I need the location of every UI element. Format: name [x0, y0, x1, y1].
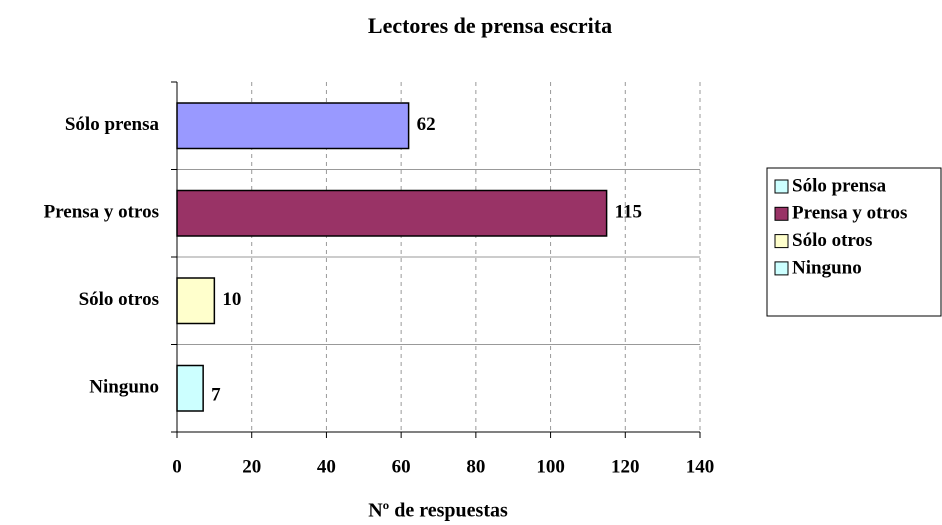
x-tick-label: 0 — [172, 456, 182, 477]
x-tick-label: 140 — [686, 456, 715, 477]
y-tick-label: Sólo otros — [79, 289, 159, 310]
legend-swatch — [774, 261, 789, 276]
x-axis-title: Nº de respuestas — [368, 500, 508, 522]
y-tick-label: Ninguno — [89, 377, 159, 398]
legend-label: Sólo prensa — [792, 175, 887, 196]
legend-label: Sólo otros — [792, 230, 872, 251]
value-label: 62 — [417, 114, 436, 135]
x-tick-label: 20 — [242, 456, 261, 477]
x-tick-label: 40 — [317, 456, 336, 477]
value-label: 10 — [222, 289, 241, 310]
x-tick-label: 120 — [611, 456, 640, 477]
legend-swatch — [774, 234, 789, 249]
chart-title: Lectores de prensa escrita — [368, 13, 612, 38]
legend-swatch — [774, 179, 789, 194]
legend-label: Prensa y otros — [792, 203, 907, 224]
x-tick-label: 80 — [466, 456, 485, 477]
bar — [176, 102, 410, 150]
y-tick-label: Prensa y otros — [44, 202, 159, 223]
x-tick-label: 100 — [536, 456, 565, 477]
legend-box — [766, 167, 942, 317]
value-label: 7 — [211, 385, 221, 406]
legend-swatch — [774, 206, 789, 221]
x-tick-label: 60 — [392, 456, 411, 477]
legend-label: Ninguno — [792, 257, 862, 278]
value-label: 115 — [615, 202, 642, 223]
bar — [176, 277, 216, 325]
bar — [176, 364, 204, 412]
bar — [176, 189, 608, 237]
y-tick-label: Sólo prensa — [65, 114, 160, 135]
